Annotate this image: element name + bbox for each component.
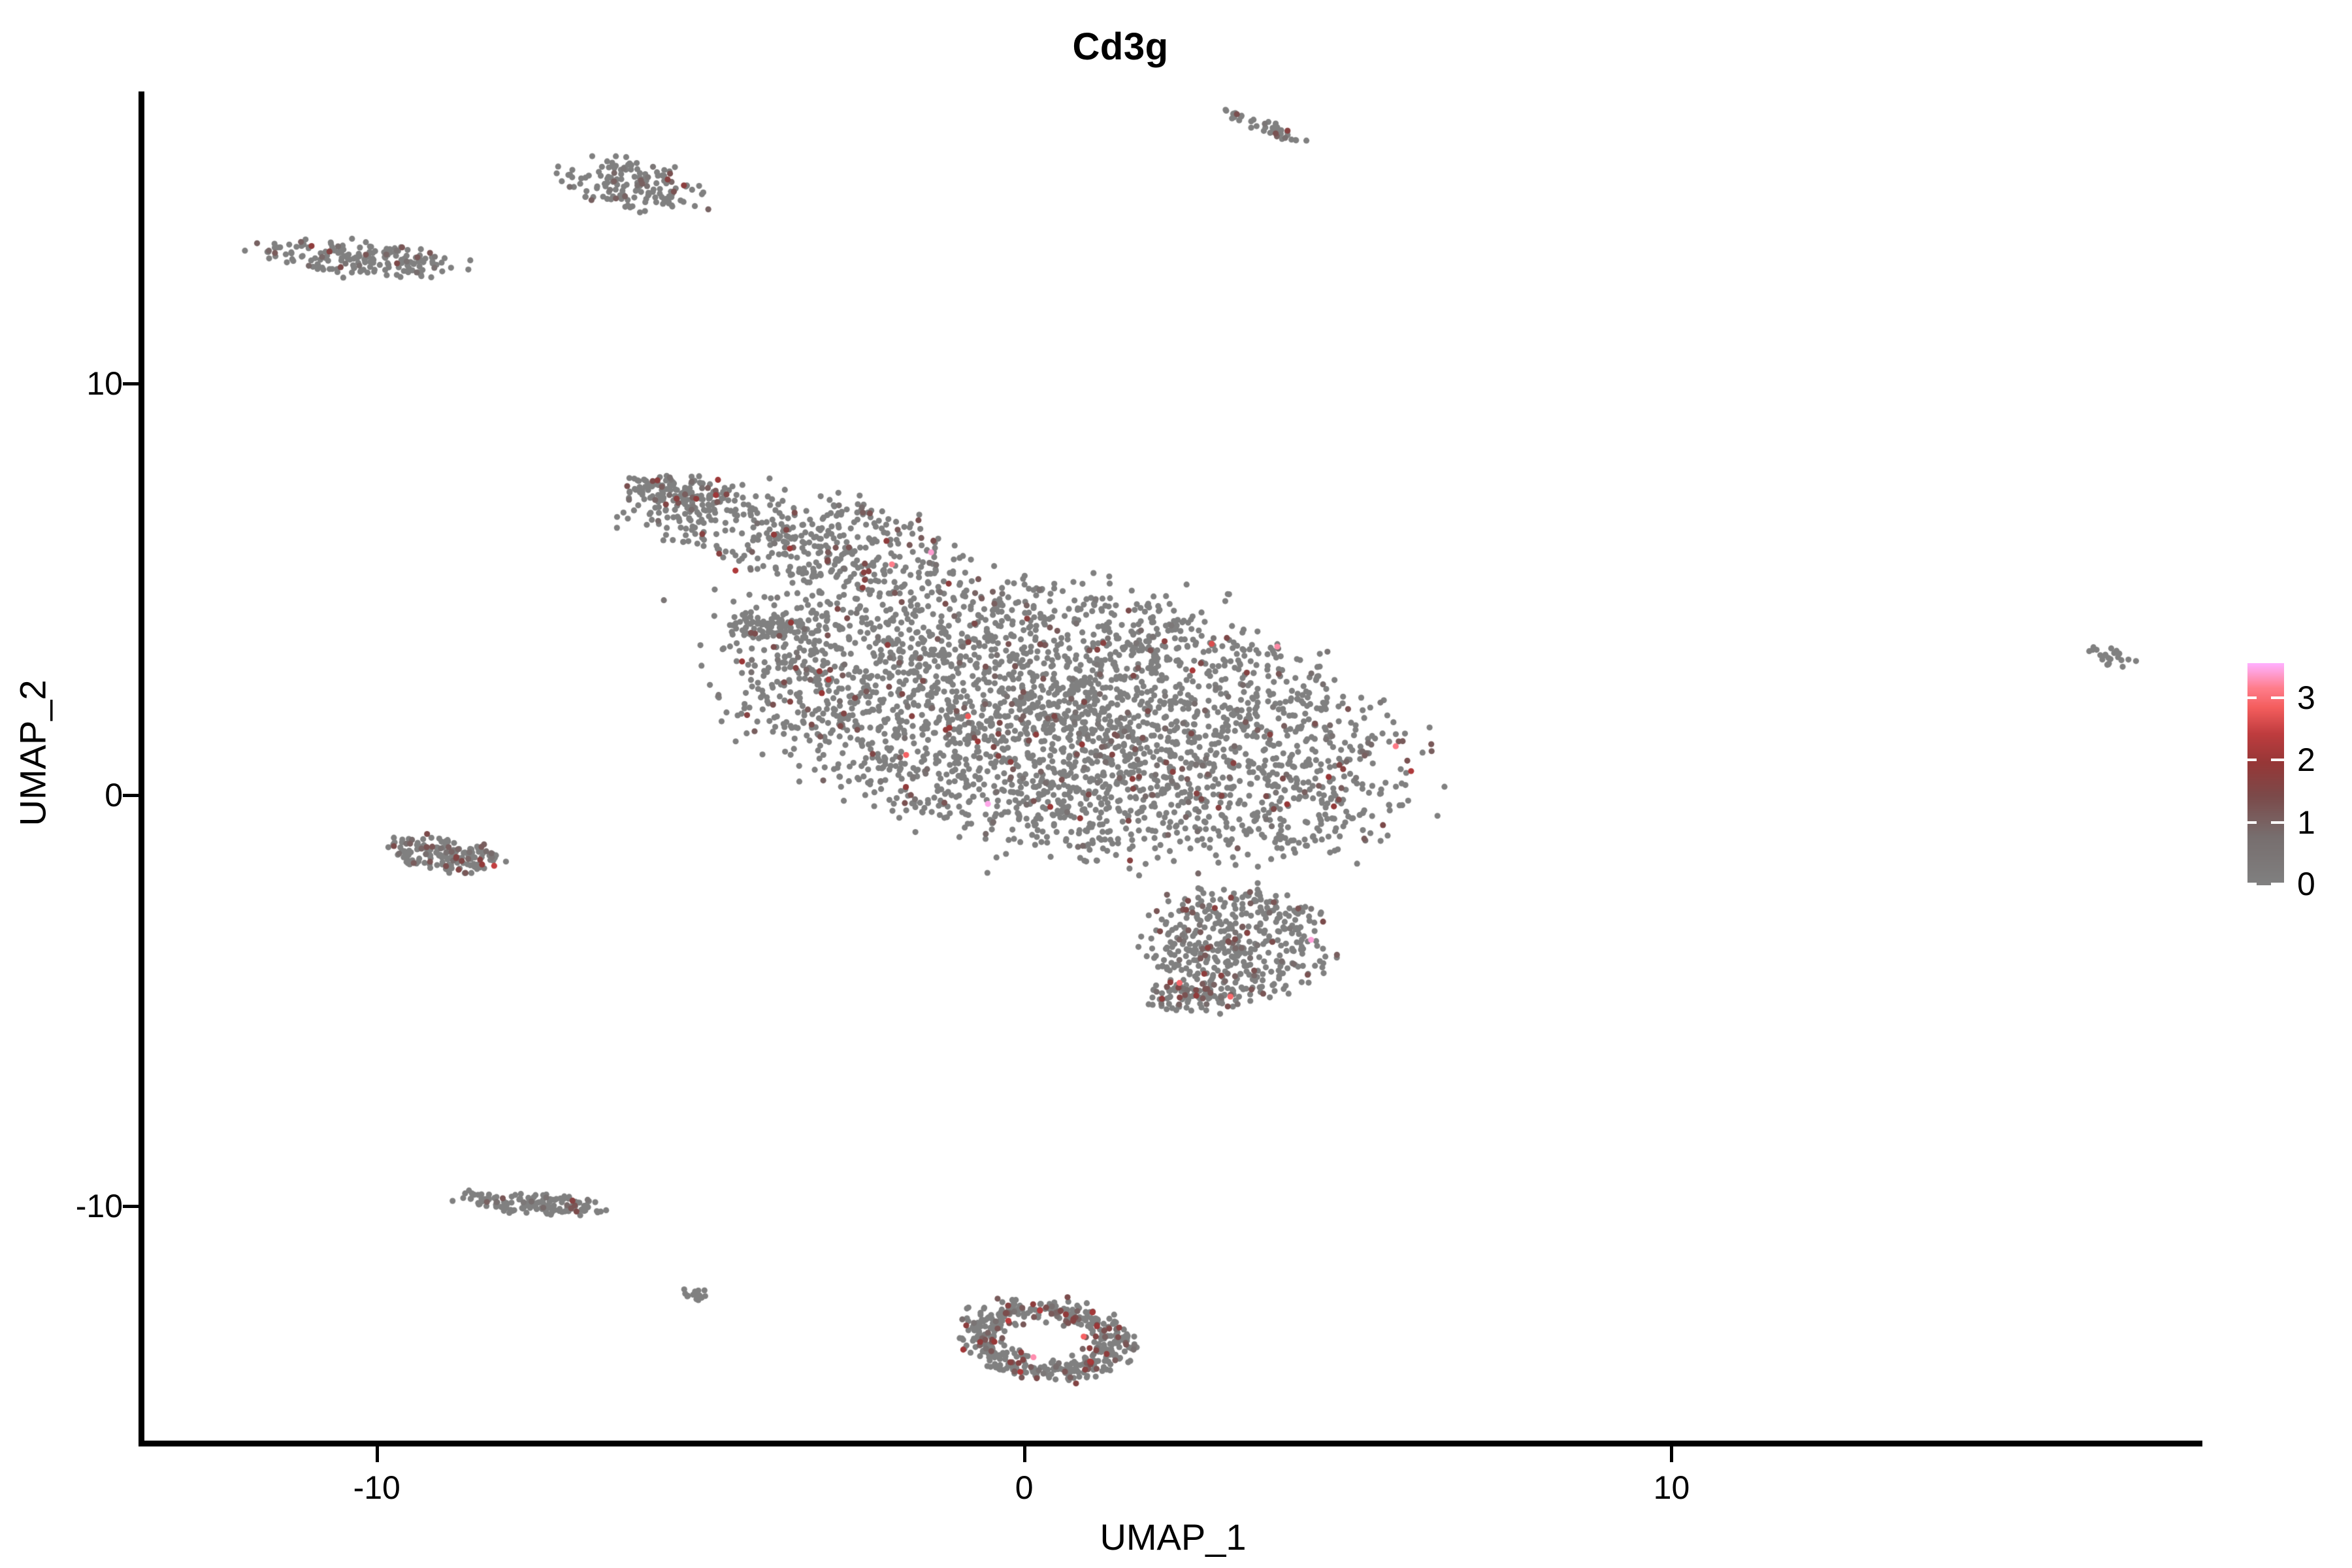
y-tick-mark — [123, 1205, 139, 1209]
y-tick-label: -10 — [75, 1188, 123, 1225]
x-tick-mark — [375, 1446, 379, 1462]
x-tick-mark — [1670, 1446, 1674, 1462]
colorbar-gradient — [2247, 663, 2284, 885]
colorbar-label: 0 — [2297, 866, 2315, 902]
colorbar-tick — [2247, 759, 2257, 762]
scatter-points-canvas — [144, 91, 2202, 1441]
x-tick-label: 10 — [1653, 1469, 1690, 1506]
y-tick-label: 10 — [86, 365, 123, 402]
x-tick-mark — [1022, 1446, 1026, 1462]
colorbar-tick — [2247, 821, 2257, 825]
colorbar-tick — [2247, 883, 2257, 885]
colorbar-tick — [2271, 883, 2285, 885]
colorbar-tick — [2247, 696, 2257, 699]
colorbar-tick — [2271, 696, 2285, 699]
x-axis-line — [139, 1441, 2202, 1446]
colorbar-legend: 3 2 1 0 — [2247, 663, 2345, 924]
y-tick-label: 0 — [105, 776, 123, 813]
page-title: Cd3g — [1072, 25, 1169, 68]
colorbar-label: 1 — [2297, 804, 2315, 841]
y-axis-line — [139, 91, 144, 1446]
y-tick-mark — [123, 793, 139, 797]
x-axis-title: UMAP_1 — [1100, 1516, 1247, 1558]
x-tick-label: -10 — [353, 1469, 400, 1506]
plot-panel — [144, 91, 2202, 1441]
colorbar-label: 2 — [2297, 742, 2315, 779]
colorbar-label: 3 — [2297, 679, 2315, 716]
colorbar-tick — [2271, 821, 2285, 825]
y-axis-title: UMAP_2 — [12, 679, 54, 826]
y-tick-mark — [123, 382, 139, 385]
colorbar-tick — [2271, 759, 2285, 762]
x-tick-label: 0 — [1015, 1469, 1034, 1506]
